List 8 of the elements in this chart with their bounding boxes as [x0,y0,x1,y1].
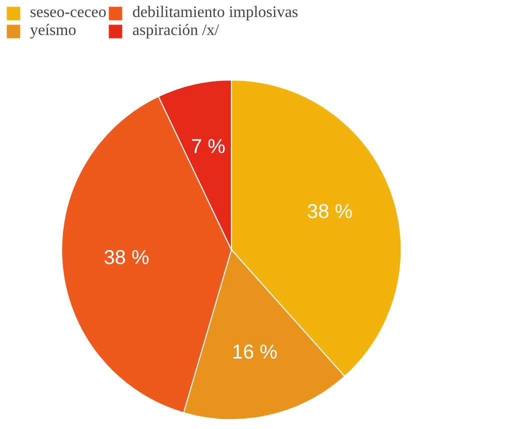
data-label: 38 % [104,247,150,270]
legend-label: aspiración /x/ [132,22,220,40]
legend-label: yeísmo [30,22,76,40]
data-label: 38 % [306,201,353,224]
legend-label: debilitamiento implosivas [132,4,298,22]
legend-label: seseo-ceceo [30,4,106,22]
data-label: 7 % [191,136,226,158]
data-label: 16 % [232,341,278,364]
